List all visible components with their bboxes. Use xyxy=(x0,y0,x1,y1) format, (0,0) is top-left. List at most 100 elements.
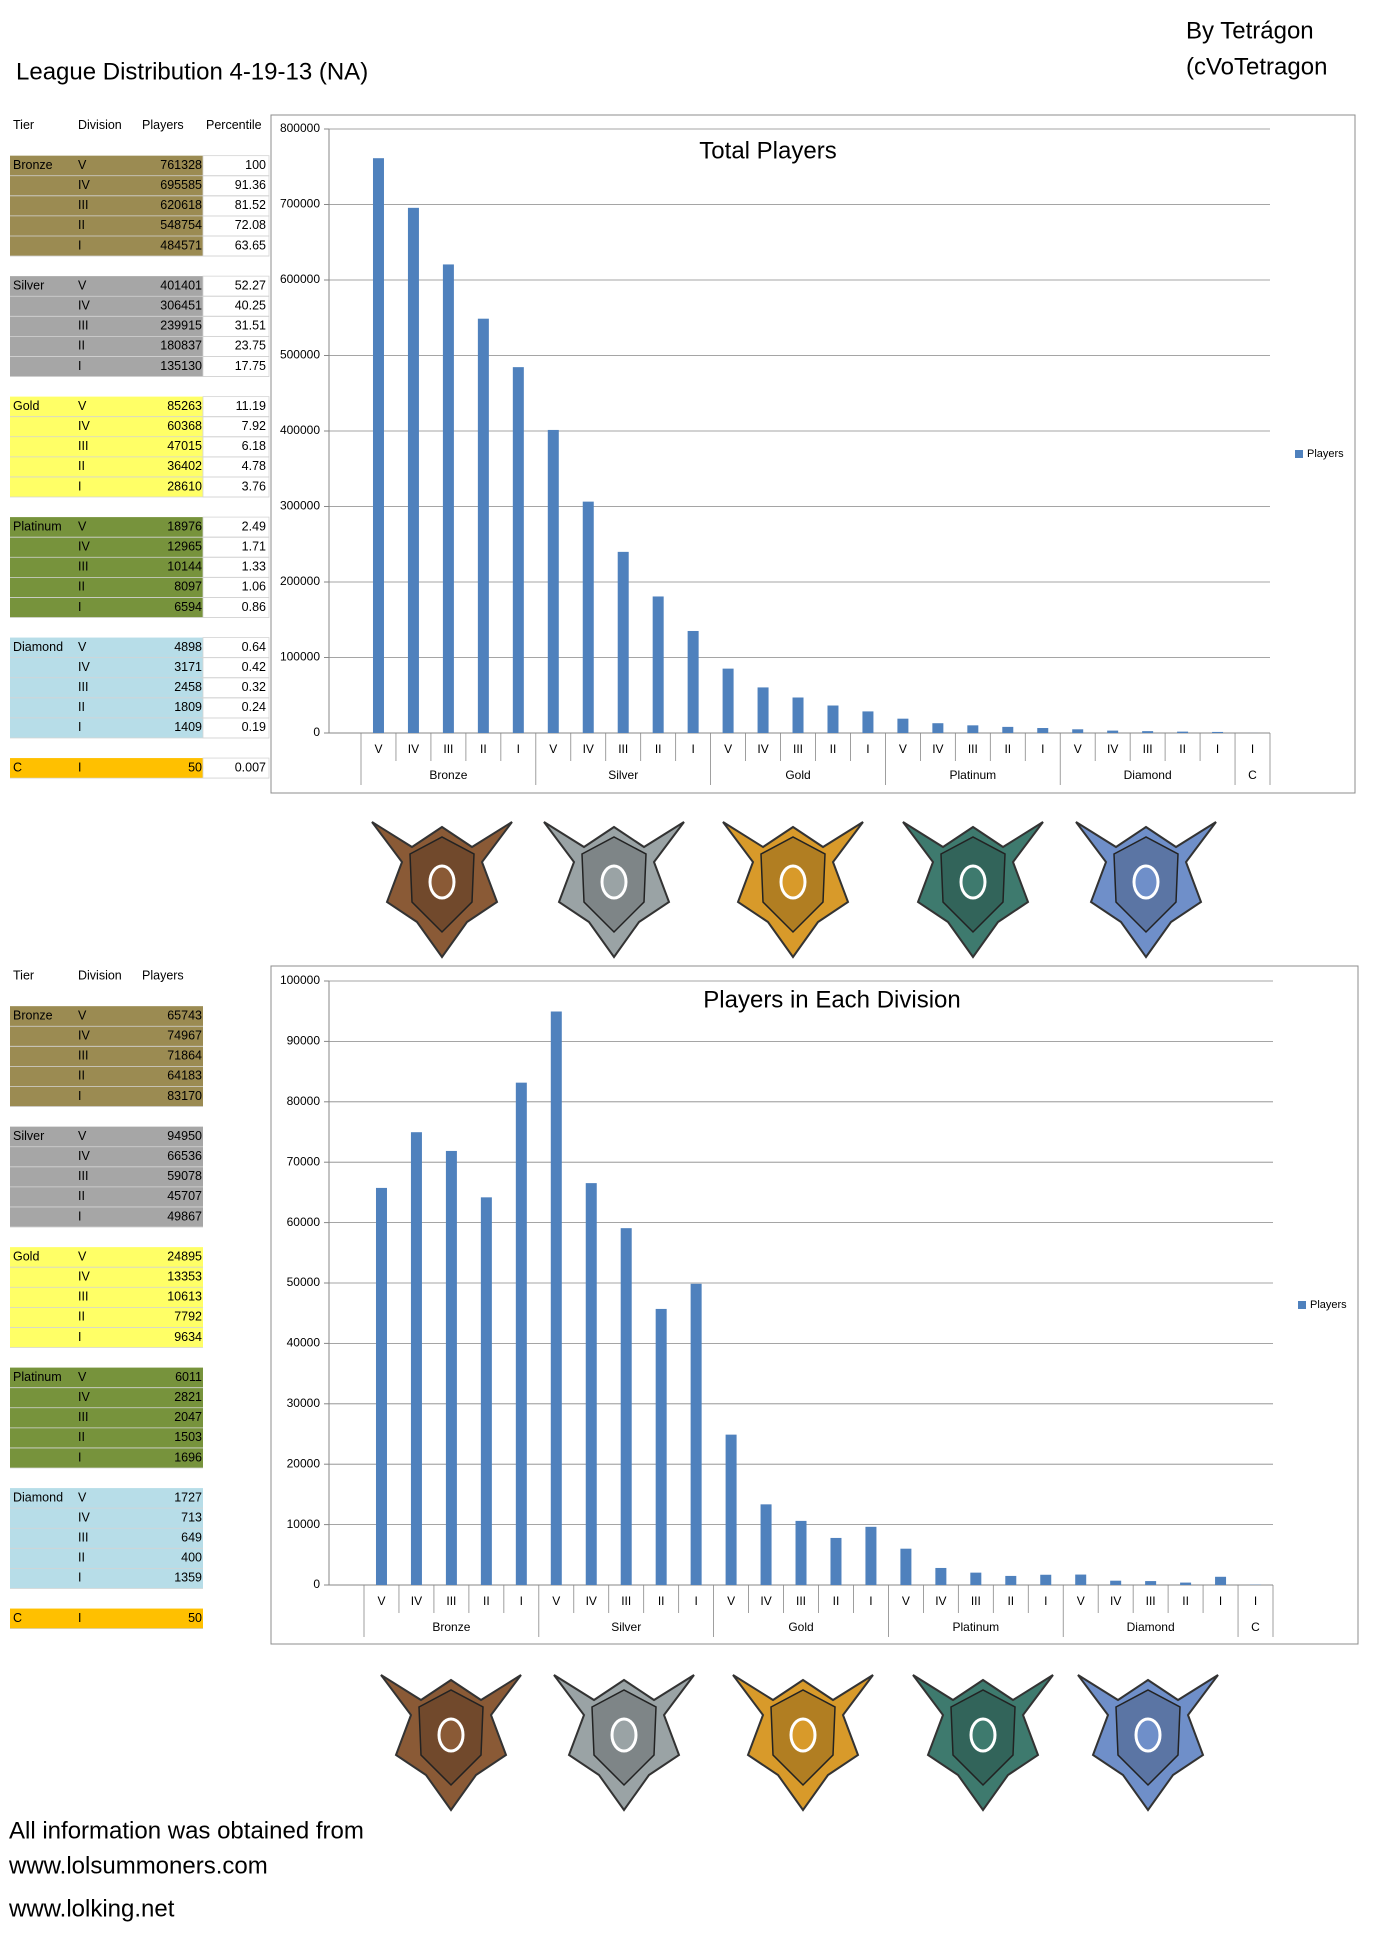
bar xyxy=(655,1308,667,1585)
x-tick-label: III xyxy=(796,1594,806,1608)
y-tick-label: 10000 xyxy=(287,1517,321,1531)
x-tick-label: I xyxy=(1044,1594,1047,1608)
author: (cVoTetragon xyxy=(1186,53,1327,80)
division-cell: I xyxy=(78,359,81,373)
players-cell: 85263 xyxy=(167,399,202,413)
players-cell: 18976 xyxy=(167,519,202,533)
division-cell: IV xyxy=(78,1390,90,1404)
division-cell: IV xyxy=(78,419,90,433)
division-cell: V xyxy=(78,640,87,654)
bar xyxy=(970,1572,982,1585)
footer-text: www.lolsummoners.com xyxy=(8,1852,268,1879)
players-cell: 1727 xyxy=(174,1490,202,1504)
players-cell: 36402 xyxy=(167,459,202,473)
bar xyxy=(690,1283,702,1585)
bar xyxy=(512,367,524,733)
bar xyxy=(442,264,454,733)
division-cell: II xyxy=(78,580,85,594)
y-tick-label: 100000 xyxy=(280,973,320,987)
bronze-emblem xyxy=(370,820,514,959)
players-cell: 9634 xyxy=(174,1330,202,1344)
x-tick-label: II xyxy=(1004,742,1011,756)
division-cell: III xyxy=(78,198,88,212)
y-tick-label: 0 xyxy=(313,725,320,739)
column-header: Division xyxy=(78,968,122,982)
x-tick-label: V xyxy=(899,742,907,756)
column-header: Players xyxy=(142,118,184,132)
tier-band xyxy=(10,758,203,779)
players-cell: 180837 xyxy=(160,339,202,353)
bar xyxy=(547,429,559,733)
y-tick-label: 20000 xyxy=(287,1456,321,1470)
division-cell: II xyxy=(78,700,85,714)
bar xyxy=(1107,730,1119,733)
players-cell: 1409 xyxy=(174,720,202,734)
x-tick-label: V xyxy=(1077,1594,1085,1608)
chart-frame xyxy=(270,114,1356,794)
players-cell: 4898 xyxy=(174,640,202,654)
cell xyxy=(202,235,270,257)
players-cell: 50 xyxy=(188,760,202,774)
x-tick-label: II xyxy=(658,1594,665,1608)
division-cell: I xyxy=(78,1571,81,1585)
division-cell: IV xyxy=(78,660,90,674)
bar xyxy=(410,1132,422,1585)
players-cell: 1503 xyxy=(174,1430,202,1444)
page-title: League Distribution 4-19-13 (NA) xyxy=(16,58,368,85)
y-tick-label: 60000 xyxy=(287,1215,321,1229)
players-cell: 64183 xyxy=(167,1069,202,1083)
division-cell: V xyxy=(78,1249,87,1263)
players-cell: 66536 xyxy=(167,1149,202,1163)
players-cell: 10144 xyxy=(167,560,202,574)
division-cell: V xyxy=(78,158,87,172)
footer-text: www.lolking.net xyxy=(8,1895,175,1922)
x-tick-label: V xyxy=(724,742,732,756)
x-tick-label: V xyxy=(374,742,382,756)
y-tick-label: 30000 xyxy=(287,1396,321,1410)
bar xyxy=(687,630,699,733)
bar xyxy=(375,1187,387,1585)
players-cell: 13353 xyxy=(167,1270,202,1284)
gold-emblem xyxy=(731,1673,875,1812)
x-tick-label: V xyxy=(902,1594,910,1608)
percentile-cell: 3.76 xyxy=(242,479,266,493)
x-tick-label: V xyxy=(377,1594,385,1608)
bar xyxy=(1040,1574,1052,1585)
x-tick-label: IV xyxy=(932,742,943,756)
players-cell: 484571 xyxy=(160,238,202,252)
percentile-cell: 11.19 xyxy=(236,399,266,413)
percentile-cell: 0.32 xyxy=(242,680,266,694)
cell xyxy=(202,476,270,498)
group-label: Platinum xyxy=(949,768,996,782)
tier-label: Platinum xyxy=(13,519,62,533)
column-header: Tier xyxy=(13,118,34,132)
players-cell: 135130 xyxy=(160,359,202,373)
x-tick-label: V xyxy=(552,1594,560,1608)
bar xyxy=(480,1197,492,1585)
percentile-cell: 2.49 xyxy=(242,519,266,533)
bar xyxy=(1002,726,1014,733)
division-cell: IV xyxy=(78,1510,90,1524)
x-tick-label: V xyxy=(549,742,557,756)
x-tick-label: IV xyxy=(1110,1594,1121,1608)
bar xyxy=(1142,731,1154,733)
group-label: Diamond xyxy=(1127,1620,1175,1634)
players-cell: 45707 xyxy=(167,1189,202,1203)
percentile-cell: 0.007 xyxy=(235,760,266,774)
legend-swatch xyxy=(1295,450,1303,458)
players-cell: 2458 xyxy=(174,680,202,694)
tier-label: Gold xyxy=(13,1249,39,1263)
percentile-cell: 81.52 xyxy=(235,198,266,212)
percentile-cell: 1.71 xyxy=(242,540,266,554)
emblem-row xyxy=(379,1673,1220,1812)
division-cell: III xyxy=(78,1410,88,1424)
tier-band xyxy=(10,396,203,498)
division-cell: V xyxy=(78,1129,87,1143)
x-tick-label: III xyxy=(443,742,453,756)
players-cell: 1809 xyxy=(174,700,202,714)
players-cell: 24895 xyxy=(167,1249,202,1263)
bar xyxy=(1145,1581,1157,1585)
chart-title: Players in Each Division xyxy=(703,986,960,1013)
